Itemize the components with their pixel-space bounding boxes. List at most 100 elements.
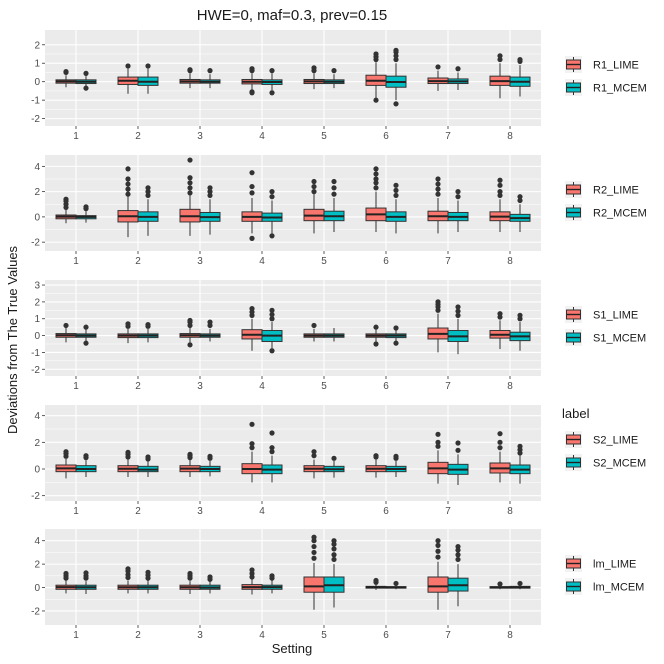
x-tick-label: 5	[321, 506, 327, 517]
outlier-point	[269, 90, 275, 96]
legend-label: S2_MCEM	[593, 458, 646, 470]
facet-panel: -2 0 2 4 1 2 3 4 5 6 7 8	[31, 529, 541, 641]
box	[75, 453, 97, 477]
box	[241, 170, 263, 241]
outlier-point	[331, 538, 337, 544]
box	[75, 324, 97, 346]
box	[447, 66, 469, 90]
outlier-point	[207, 189, 213, 195]
facet-panel: -2 0 2 4 1 2 3 4 5 6 7 8	[31, 405, 541, 517]
outlier-point	[435, 538, 441, 544]
x-tick-label: 2	[135, 381, 141, 392]
outlier-point	[517, 580, 523, 587]
outlier-point	[435, 554, 441, 560]
box-series	[75, 47, 531, 107]
outlier-point	[83, 324, 89, 330]
y-tick-label: 0	[34, 465, 40, 476]
box	[303, 534, 325, 610]
y-tick-label: -2	[31, 606, 40, 617]
outlier-point	[497, 445, 503, 451]
x-tick-label: 8	[507, 131, 513, 142]
box	[199, 68, 221, 89]
outlier-point	[187, 190, 193, 196]
outlier-point	[517, 312, 523, 318]
box	[75, 70, 97, 91]
box	[489, 53, 511, 99]
outlier-point	[373, 166, 379, 172]
outlier-point	[269, 348, 275, 354]
outlier-point	[249, 170, 255, 176]
outlier-point	[435, 191, 441, 197]
outlier-point	[249, 235, 255, 241]
box	[199, 319, 221, 342]
outlier-point	[269, 445, 275, 451]
x-tick-label: 5	[321, 131, 327, 142]
outlier-point	[435, 548, 441, 554]
box	[323, 455, 345, 478]
outlier-point	[435, 299, 441, 305]
box	[447, 543, 469, 607]
box	[199, 185, 221, 235]
x-tick-label: 7	[445, 630, 451, 641]
y-tick-label: -2	[31, 365, 40, 376]
x-tick-label: 2	[135, 256, 141, 267]
outlier-point	[269, 189, 275, 195]
x-tick-label: 7	[445, 381, 451, 392]
x-tick-label: 3	[197, 506, 203, 517]
box	[509, 194, 531, 233]
outlier-point	[187, 342, 193, 348]
outlier-point	[435, 542, 441, 548]
y-tick-label: 4	[34, 536, 40, 547]
outlier-point	[393, 182, 399, 188]
y-tick-label: 4	[34, 162, 40, 173]
outlier-point	[249, 90, 255, 96]
box	[385, 580, 407, 590]
outlier-point	[125, 566, 131, 572]
legend-label: R1_LIME	[593, 60, 639, 72]
box	[55, 322, 77, 343]
x-tick-label: 4	[259, 256, 265, 267]
outlier-point	[373, 97, 379, 103]
outlier-point	[497, 192, 503, 199]
box	[303, 65, 325, 90]
box	[323, 68, 345, 89]
x-tick-label: 1	[73, 256, 79, 267]
outlier-point	[373, 577, 379, 584]
outlier-point	[63, 449, 69, 455]
legend-label: R2_MCEM	[593, 208, 647, 220]
box-body	[303, 576, 325, 593]
outlier-point	[311, 555, 317, 561]
outlier-point	[455, 552, 461, 558]
outlier-point	[331, 455, 337, 461]
y-tick-label: 0	[34, 212, 40, 223]
x-tick-label: 4	[259, 630, 265, 641]
outlier-point	[373, 180, 379, 186]
x-tick-label: 6	[383, 381, 389, 392]
outlier-point	[393, 453, 399, 459]
outlier-point	[393, 580, 399, 587]
x-tick-label: 7	[445, 131, 451, 142]
x-tick-label: 3	[197, 381, 203, 392]
y-tick-label: 1	[34, 314, 40, 325]
box	[509, 312, 531, 351]
box	[137, 322, 159, 343]
box	[179, 67, 201, 89]
outlier-point	[187, 185, 193, 191]
outlier-point	[187, 317, 193, 324]
x-tick-label: 8	[507, 256, 513, 267]
x-tick-label: 3	[197, 131, 203, 142]
legend-label: R1_MCEM	[593, 83, 647, 95]
box	[427, 299, 449, 353]
outlier-point	[311, 534, 317, 540]
outlier-point	[125, 186, 131, 192]
x-tick-label: 8	[507, 381, 513, 392]
outlier-point	[311, 178, 317, 185]
x-tick-label: 1	[73, 381, 79, 392]
box	[261, 68, 283, 96]
outlier-point	[393, 53, 399, 59]
outlier-point	[455, 447, 461, 453]
x-tick-label: 4	[259, 381, 265, 392]
box	[323, 328, 345, 342]
outlier-point	[497, 177, 503, 183]
